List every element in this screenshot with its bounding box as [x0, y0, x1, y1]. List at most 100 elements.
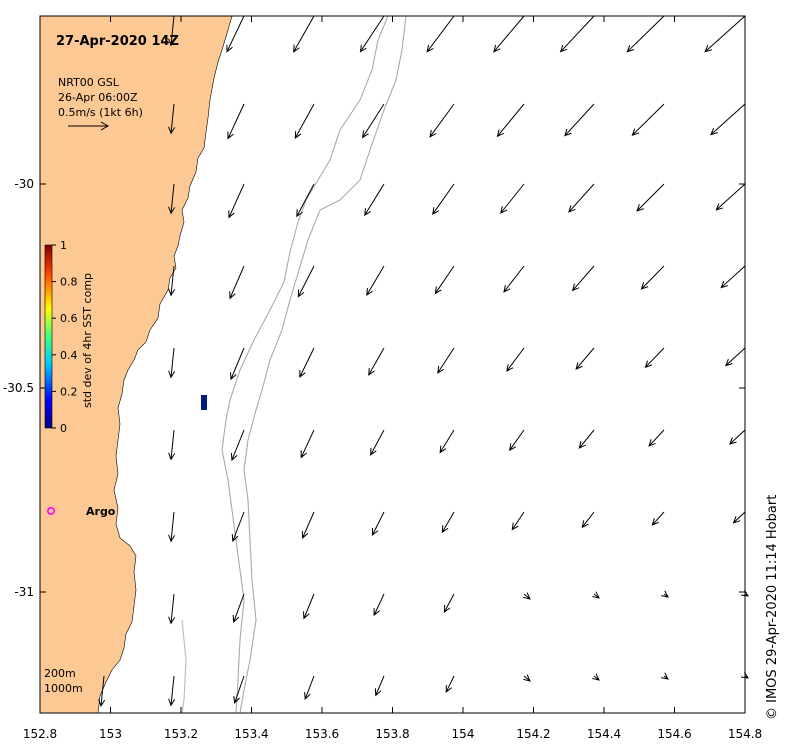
current-vector-arrow — [511, 511, 525, 531]
isobath-200m — [221, 16, 389, 713]
current-vector-arrow — [296, 183, 315, 218]
colorbar-tick-label: 0.6 — [60, 312, 78, 325]
x-tick-label: 154.8 — [728, 727, 762, 741]
current-vector-arrow — [503, 265, 525, 293]
current-vector-arrow — [432, 183, 455, 216]
current-vector-arrow — [228, 183, 245, 219]
current-vector-arrow — [575, 347, 595, 370]
current-vector-arrow — [232, 593, 245, 624]
isobath-1000m — [239, 16, 407, 713]
coastline-land — [40, 16, 233, 713]
current-vector-arrow — [559, 15, 595, 53]
current-vector-arrow — [429, 103, 455, 138]
map-title: 27-Apr-2020 14Z — [56, 34, 179, 49]
x-tick-label: 153.6 — [305, 727, 339, 741]
current-vector-arrow — [168, 511, 176, 543]
sst-observation-marker — [201, 395, 207, 410]
current-vector-arrow — [493, 15, 525, 53]
colorbar-tick-label: 0.2 — [60, 385, 78, 398]
current-vector-arrow — [729, 429, 746, 445]
colorbar-label: std dev of 4hr SST comp — [81, 273, 94, 408]
current-vector-arrow — [362, 103, 385, 139]
argo-float-marker — [46, 506, 55, 515]
credit-text: © IMOS 29-Apr-2020 11:14 Hobart — [765, 495, 780, 720]
current-vector-arrow — [168, 429, 176, 461]
scale-arrowhead-icon — [100, 121, 110, 131]
current-vector-arrow — [168, 675, 176, 707]
current-vector-arrow — [644, 347, 665, 369]
current-vector-arrow — [370, 429, 385, 456]
current-vector-arrow — [592, 673, 600, 681]
colorbar-tick-label: 0.4 — [60, 349, 78, 362]
depth-legend-200m: 200m — [44, 667, 76, 680]
current-vector-arrow — [704, 15, 746, 53]
current-vector-field — [98, 15, 749, 708]
current-vector-arrow — [571, 265, 595, 292]
current-vector-arrow — [426, 15, 455, 53]
current-vector-arrow — [230, 429, 245, 462]
current-vector-arrow — [506, 347, 525, 372]
current-vector-arrow — [373, 593, 385, 617]
vector-legend: NRT00 GSL 26-Apr 06:00Z 0.5m/s (1kt 6h) — [58, 76, 143, 131]
current-vector-arrow — [445, 675, 455, 693]
current-vector-arrow — [661, 672, 669, 680]
y-tick-label: -31 — [14, 585, 34, 599]
current-vector-arrow — [437, 347, 455, 374]
vector-legend-source: NRT00 GSL — [58, 76, 120, 89]
x-tick-label: 152.8 — [23, 727, 57, 741]
current-vector-arrow — [732, 511, 746, 524]
current-vector-arrow — [229, 265, 245, 300]
current-vector-arrow — [302, 593, 315, 620]
current-vector-arrow — [441, 511, 455, 534]
current-vector-arrow — [301, 511, 315, 539]
current-vector-arrow — [443, 593, 455, 614]
current-vector-arrow — [299, 347, 315, 379]
current-vector-arrow — [368, 347, 385, 376]
current-vector-arrow — [364, 183, 385, 217]
current-vector-arrow — [651, 511, 665, 526]
x-tick-label: 154.6 — [657, 727, 691, 741]
y-tick-label: -30.5 — [3, 381, 34, 395]
x-tick-label: 153.8 — [375, 727, 409, 741]
current-vector-arrow — [297, 265, 315, 298]
x-tick-label: 154 — [452, 727, 475, 741]
current-vector-arrow — [720, 265, 746, 289]
current-vector-arrow — [439, 429, 455, 454]
current-vector-arrow — [592, 591, 600, 599]
current-vector-arrow — [293, 15, 315, 53]
x-tick-label: 153.2 — [164, 727, 198, 741]
x-tick-label: 154.4 — [587, 727, 621, 741]
colorbar-ramp — [44, 244, 53, 429]
current-vector-arrow — [640, 265, 665, 290]
argo-label: Argo — [86, 505, 116, 518]
current-vector-arrow — [523, 592, 531, 600]
current-vector-arrow — [500, 183, 525, 214]
x-axis: 152.8 153 153.2 153.4 153.6 153.8 154 154.2 154.… — [23, 16, 762, 741]
current-vector-arrow — [168, 15, 176, 47]
current-vector-arrow — [636, 183, 665, 212]
colorbar-tick-label: 1 — [60, 239, 67, 252]
vector-legend-scale: 0.5m/s (1kt 6h) — [58, 106, 143, 119]
current-vector-arrow — [168, 347, 176, 379]
current-vector-arrow — [523, 674, 531, 682]
current-vector-arrow — [564, 103, 595, 137]
current-vector-arrow — [710, 103, 746, 136]
x-tick-label: 153.4 — [234, 727, 268, 741]
vector-legend-time: 26-Apr 06:00Z — [58, 91, 138, 104]
current-vector-arrow — [496, 103, 525, 138]
current-vector-arrow — [568, 183, 595, 213]
current-vector-arrow — [366, 265, 385, 296]
x-tick-label: 154.2 — [516, 727, 550, 741]
current-vector-arrow — [168, 103, 176, 135]
current-vector-arrow — [226, 15, 245, 53]
current-vector-arrow — [304, 675, 315, 701]
current-vector-arrow — [648, 429, 665, 447]
colorbar: 1 0.8 0.6 0.4 0.2 0 std dev of 4hr SST comp — [44, 239, 94, 435]
y-tick-label: -30 — [14, 177, 34, 191]
current-vector-arrow — [434, 265, 455, 295]
current-vector-arrow — [294, 103, 315, 139]
colorbar-tick-label: 0 — [60, 422, 67, 435]
current-vector-arrow — [233, 675, 245, 705]
current-vector-arrow — [300, 429, 315, 459]
